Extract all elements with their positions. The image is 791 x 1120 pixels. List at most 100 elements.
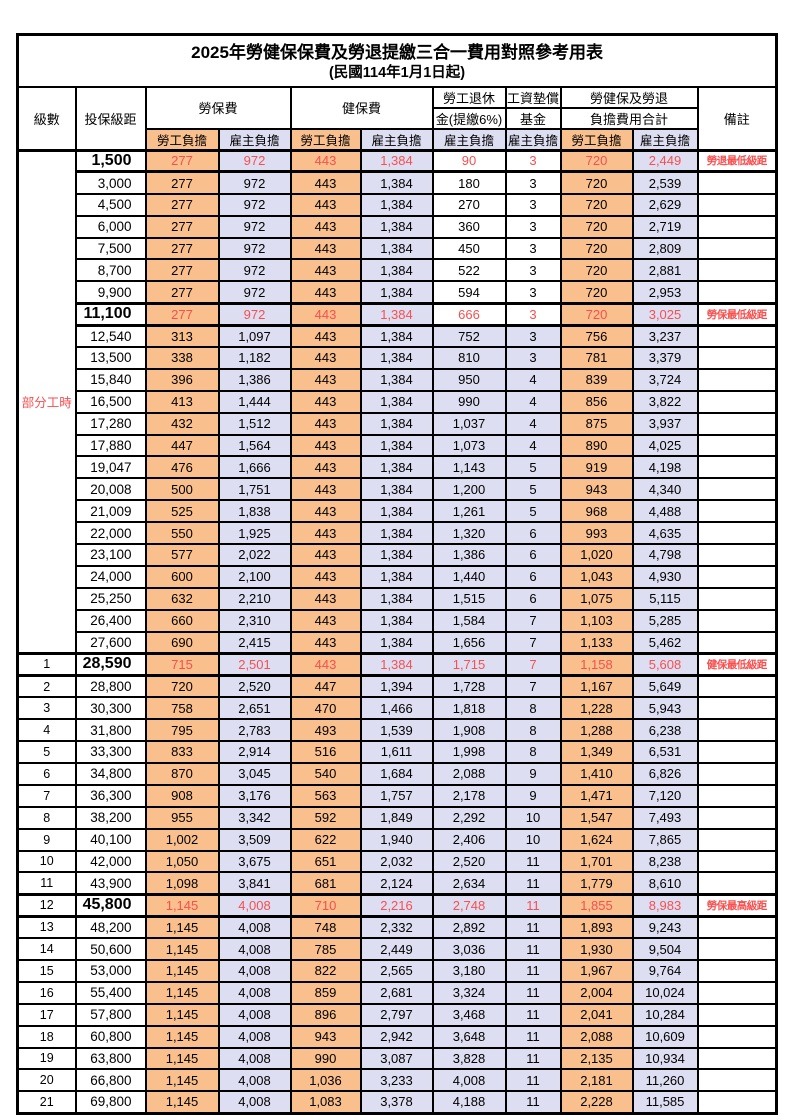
level-cell: 9 (16, 827, 77, 852)
health-employee-cell: 990 (289, 1046, 362, 1071)
pension-employer-cell: 810 (431, 346, 507, 370)
note-cell: 勞保最高級距 (696, 892, 778, 918)
health-employee-cell: 443 (289, 170, 362, 195)
pension-employer-cell: 752 (431, 324, 507, 349)
total-employer-cell: 3,937 (631, 411, 699, 436)
fund-employer-cell: 4 (504, 389, 562, 414)
total-employee-cell: 720 (559, 280, 634, 305)
bracket-cell: 48,200 (74, 915, 147, 940)
pension-employer-cell: 270 (431, 192, 507, 217)
health-employee-cell: 443 (289, 543, 362, 567)
health-employee-cell: 443 (289, 564, 362, 589)
level-cell: 7 (16, 783, 77, 808)
pension-employer-cell: 1,515 (431, 586, 507, 611)
bracket-cell: 23,100 (74, 543, 147, 567)
header-fund-line1: 工資墊償 (504, 85, 562, 109)
bracket-cell: 33,300 (74, 740, 147, 764)
pension-employer-cell: 950 (431, 367, 507, 392)
labor-employee-cell: 277 (144, 170, 220, 195)
bracket-cell: 6,000 (74, 214, 147, 239)
bracket-cell: 24,000 (74, 564, 147, 589)
level-cell: 19 (16, 1046, 77, 1071)
fund-employer-cell: 8 (504, 696, 562, 721)
health-employer-cell: 1,384 (359, 477, 434, 502)
labor-employee-cell: 277 (144, 236, 220, 261)
table-row: 10 42,000 1,050 3,675 651 2,032 2,520 11 1,701 8,… (16, 849, 778, 874)
labor-employer-cell: 4,008 (217, 1024, 292, 1049)
health-employer-cell: 1,611 (359, 740, 434, 764)
health-employer-cell: 1,384 (359, 455, 434, 480)
fund-employer-cell: 3 (504, 258, 562, 283)
total-employee-cell: 1,471 (559, 783, 634, 808)
total-employer-cell: 5,608 (631, 651, 699, 677)
note-cell (696, 499, 778, 524)
header-labor-employer-share: 雇主負擔 (217, 127, 292, 151)
pension-employer-cell: 3,648 (431, 1024, 507, 1049)
labor-employee-cell: 632 (144, 586, 220, 611)
header-row-2: 金(提繳6%) 基金 負擔費用合計 (18, 106, 777, 130)
fund-employer-cell: 3 (504, 148, 562, 174)
labor-employer-cell: 2,783 (217, 718, 292, 743)
pension-employer-cell: 594 (431, 280, 507, 305)
bracket-cell: 1,500 (74, 148, 147, 174)
note-cell (696, 236, 778, 261)
level-cell: 4 (16, 718, 77, 743)
pension-employer-cell: 2,178 (431, 783, 507, 808)
header-row-1: 級數 投保級距 勞保費 健保費 勞工退休 工資墊償 勞健保及勞退 備註 (16, 85, 778, 151)
labor-employee-cell: 432 (144, 411, 220, 436)
health-employer-cell: 1,539 (359, 718, 434, 743)
labor-employer-cell: 972 (217, 258, 292, 283)
labor-employer-cell: 1,925 (217, 521, 292, 546)
note-cell (696, 411, 778, 436)
health-employee-cell: 540 (289, 761, 362, 786)
health-employee-cell: 443 (289, 280, 362, 305)
bracket-cell: 15,840 (74, 367, 147, 392)
header-fund-employer-share: 雇主負擔 (504, 127, 562, 151)
level-cell: 8 (16, 805, 77, 830)
health-employer-cell: 2,216 (359, 892, 434, 918)
health-employer-cell: 3,087 (359, 1046, 434, 1071)
fund-employer-cell: 7 (504, 674, 562, 699)
health-employee-cell: 651 (289, 849, 362, 874)
total-employer-cell: 2,881 (631, 258, 699, 283)
fund-employer-cell: 3 (504, 236, 562, 261)
note-cell (696, 805, 778, 830)
bracket-cell: 17,280 (74, 411, 147, 436)
health-employer-cell: 1,384 (359, 324, 434, 349)
health-employee-cell: 859 (289, 980, 362, 1005)
note-cell: 健保最低級距 (696, 651, 778, 677)
fund-employer-cell: 11 (504, 958, 562, 983)
health-employee-cell: 563 (289, 783, 362, 808)
bracket-cell: 50,600 (74, 937, 147, 961)
note-cell (696, 214, 778, 239)
labor-employee-cell: 500 (144, 477, 220, 502)
total-employer-cell: 8,238 (631, 849, 699, 874)
table-row: 15 53,000 1,145 4,008 822 2,565 3,180 11 1,967 9,… (16, 958, 778, 983)
total-employee-cell: 781 (559, 346, 634, 370)
page-subtitle: (民國114年1月1日起) (328, 64, 466, 81)
health-employee-cell: 443 (289, 258, 362, 283)
labor-employee-cell: 908 (144, 783, 220, 808)
fund-employer-cell: 7 (504, 630, 562, 655)
bracket-cell: 53,000 (74, 958, 147, 983)
note-cell (696, 564, 778, 589)
pension-employer-cell: 2,634 (431, 871, 507, 896)
labor-employee-cell: 1,145 (144, 1046, 220, 1071)
bracket-cell: 12,540 (74, 324, 147, 349)
bracket-cell: 17,880 (74, 433, 147, 458)
note-cell (696, 324, 778, 349)
labor-employee-cell: 447 (144, 433, 220, 458)
health-employee-cell: 681 (289, 871, 362, 896)
note-cell (696, 1046, 778, 1071)
pension-employer-cell: 3,828 (431, 1046, 507, 1071)
bracket-cell: 42,000 (74, 849, 147, 874)
labor-employee-cell: 1,145 (144, 980, 220, 1005)
table-row: 25,250 632 2,210 443 1,384 1,515 6 1,075 5,115 (18, 586, 778, 611)
labor-employer-cell: 972 (217, 280, 292, 305)
fund-employer-cell: 10 (504, 827, 562, 852)
total-employee-cell: 968 (559, 499, 634, 524)
labor-employer-cell: 4,008 (217, 980, 292, 1005)
health-employee-cell: 622 (289, 827, 362, 852)
labor-employer-cell: 4,008 (217, 1090, 292, 1115)
health-employee-cell: 748 (289, 915, 362, 940)
